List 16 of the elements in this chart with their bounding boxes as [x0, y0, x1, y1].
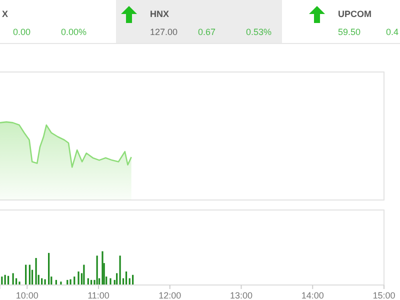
- x-tick-label: 10:00: [16, 290, 38, 300]
- text: 0.00: [13, 27, 31, 37]
- text: UPCOM: [338, 9, 372, 19]
- x-tick-label: 12:00: [158, 290, 182, 300]
- x-tick-label: 15:00: [372, 290, 396, 300]
- x-tick-label: 13:00: [230, 290, 253, 300]
- x-tick-label: 14:00: [301, 290, 324, 300]
- text: 59.50: [338, 27, 361, 37]
- text: 0.53%: [246, 27, 272, 37]
- text: 0.67: [198, 27, 216, 37]
- text: 127.00: [150, 27, 178, 37]
- x-tick-label: 11:00: [88, 290, 110, 300]
- text: 0.00%: [61, 27, 87, 37]
- text: X: [2, 9, 8, 19]
- text: 0.4: [386, 27, 399, 37]
- text: HNX: [150, 9, 170, 19]
